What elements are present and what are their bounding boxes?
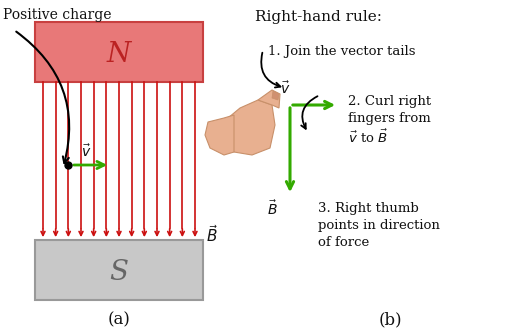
Text: 1. Join the vector tails: 1. Join the vector tails	[268, 45, 415, 58]
Text: 2. Curl right: 2. Curl right	[348, 95, 431, 108]
Text: Positive charge: Positive charge	[3, 8, 112, 22]
Text: (a): (a)	[108, 311, 131, 328]
FancyArrowPatch shape	[261, 53, 280, 88]
FancyBboxPatch shape	[35, 240, 203, 300]
Polygon shape	[258, 90, 280, 108]
Text: Right-hand rule:: Right-hand rule:	[255, 10, 382, 24]
Text: 3. Right thumb: 3. Right thumb	[318, 202, 419, 215]
Text: of force: of force	[318, 236, 369, 249]
Text: N: N	[107, 41, 131, 68]
Text: $\vec{v}$: $\vec{v}$	[280, 81, 290, 97]
Text: $\vec{v}$: $\vec{v}$	[81, 144, 91, 160]
Polygon shape	[205, 115, 234, 155]
Text: $\vec{B}$: $\vec{B}$	[267, 199, 277, 218]
Text: $\vec{v}$ to $\vec{B}$: $\vec{v}$ to $\vec{B}$	[348, 129, 388, 146]
Polygon shape	[272, 91, 279, 100]
Polygon shape	[224, 100, 275, 155]
FancyBboxPatch shape	[35, 22, 203, 82]
Text: $\vec{B}$: $\vec{B}$	[206, 224, 218, 245]
Text: fingers from: fingers from	[348, 112, 431, 125]
FancyArrowPatch shape	[301, 96, 318, 129]
FancyArrowPatch shape	[16, 32, 69, 163]
Text: (b): (b)	[378, 311, 402, 328]
Text: points in direction: points in direction	[318, 219, 440, 232]
Text: S: S	[109, 258, 129, 285]
